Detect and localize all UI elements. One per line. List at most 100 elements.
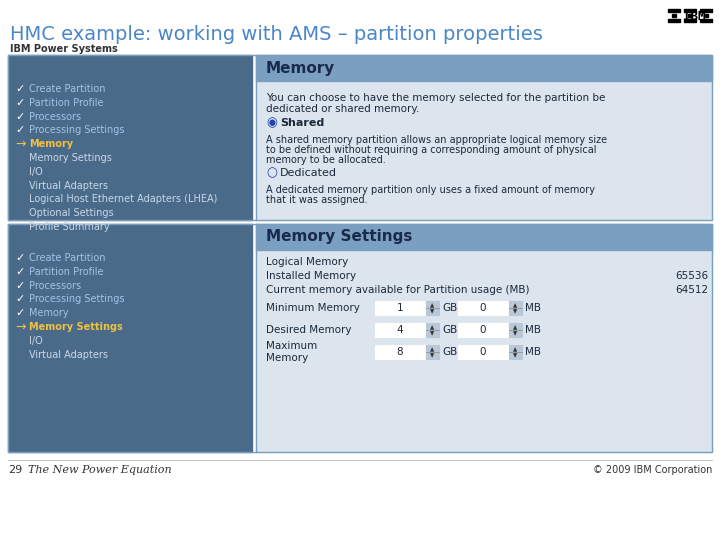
Text: MB: MB [525, 303, 541, 313]
Text: GB: GB [442, 325, 457, 335]
Bar [668, 19, 680, 22]
Text: 1: 1 [397, 303, 403, 313]
Text: Memory Settings: Memory Settings [266, 230, 413, 245]
Bar [375, 345, 425, 359]
Text: Shared: Shared [280, 118, 324, 128]
Text: →: → [15, 138, 25, 151]
Text: Installed Memory: Installed Memory [266, 271, 356, 281]
Text: Logical Memory: Logical Memory [266, 257, 348, 267]
Text: The New Power Equation: The New Power Equation [28, 465, 171, 475]
Text: 4: 4 [397, 325, 403, 335]
Text: GB: GB [442, 347, 457, 357]
Bar [672, 14, 676, 17]
Text: © 2009 IBM Corporation: © 2009 IBM Corporation [593, 465, 712, 475]
Text: GB: GB [442, 303, 457, 313]
Text: IBM: IBM [683, 10, 706, 23]
Bar [509, 345, 522, 359]
Text: Memory: Memory [29, 139, 73, 149]
Text: ✓: ✓ [15, 294, 24, 305]
Bar [8, 55, 712, 220]
Text: ✓: ✓ [15, 267, 24, 277]
Text: Memory: Memory [29, 308, 68, 318]
Text: Profile Summary: Profile Summary [29, 222, 109, 232]
Text: MB: MB [525, 325, 541, 335]
Bar [375, 301, 425, 315]
Text: You can choose to have the memory selected for the partition be: You can choose to have the memory select… [266, 93, 606, 103]
Text: A dedicated memory partition only uses a fixed amount of memory: A dedicated memory partition only uses a… [266, 185, 595, 195]
Text: Desired Memory: Desired Memory [266, 325, 351, 335]
Text: ▼: ▼ [513, 309, 518, 314]
Bar [8, 224, 252, 452]
Text: IBM Power Systems: IBM Power Systems [10, 44, 118, 54]
Text: →: → [15, 321, 25, 334]
Text: Optional Settings: Optional Settings [29, 208, 114, 218]
Text: Logical Host Ethernet Adapters (LHEA): Logical Host Ethernet Adapters (LHEA) [29, 194, 217, 205]
Text: ▼: ▼ [513, 331, 518, 336]
Text: Memory Settings: Memory Settings [29, 322, 122, 332]
Text: I/O: I/O [29, 167, 42, 177]
Bar [426, 301, 439, 315]
Text: Memory Settings: Memory Settings [29, 153, 112, 163]
Text: ▲: ▲ [513, 347, 518, 352]
Text: ✓: ✓ [15, 84, 24, 94]
Text: Processors: Processors [29, 112, 81, 122]
Text: ▼: ▼ [513, 353, 518, 358]
Text: dedicated or shared memory.: dedicated or shared memory. [266, 104, 419, 114]
Text: ✓: ✓ [15, 281, 24, 291]
Bar [684, 19, 696, 22]
Text: Memory: Memory [266, 60, 336, 76]
Bar [668, 9, 680, 12]
Text: ▼: ▼ [431, 309, 435, 314]
Bar [256, 55, 712, 81]
Text: 8: 8 [397, 347, 403, 357]
Text: ▲: ▲ [513, 325, 518, 330]
Bar [688, 14, 692, 17]
Text: Current memory available for Partition usage (MB): Current memory available for Partition u… [266, 285, 529, 295]
Text: ▲: ▲ [431, 347, 435, 352]
Text: Virtual Adapters: Virtual Adapters [29, 349, 108, 360]
Bar [509, 323, 522, 337]
Text: 0: 0 [480, 347, 486, 357]
Text: Partition Profile: Partition Profile [29, 98, 104, 108]
Text: Partition Profile: Partition Profile [29, 267, 104, 277]
Text: A shared memory partition allows an appropriate logical memory size: A shared memory partition allows an appr… [266, 135, 607, 145]
Text: ▲: ▲ [431, 303, 435, 308]
Text: 65536: 65536 [675, 271, 708, 281]
Text: ◉: ◉ [266, 117, 277, 130]
Bar [256, 55, 712, 220]
Text: Processing Settings: Processing Settings [29, 125, 125, 136]
Bar [700, 19, 712, 22]
Bar [458, 323, 508, 337]
Bar [375, 323, 425, 337]
Bar [426, 323, 439, 337]
Text: ✓: ✓ [15, 125, 24, 136]
Text: Processing Settings: Processing Settings [29, 294, 125, 305]
Text: ✓: ✓ [15, 253, 24, 263]
Text: HMC example: working with AMS – partition properties: HMC example: working with AMS – partitio… [10, 25, 543, 44]
Text: Maximum
Memory: Maximum Memory [266, 341, 318, 363]
Bar [256, 224, 712, 452]
Text: ▼: ▼ [431, 353, 435, 358]
Text: Create Partition: Create Partition [29, 84, 106, 94]
Bar [700, 9, 712, 12]
Text: 0: 0 [480, 303, 486, 313]
Text: MB: MB [525, 347, 541, 357]
Text: ✓: ✓ [15, 98, 24, 108]
Text: 64512: 64512 [675, 285, 708, 295]
Text: Minimum Memory: Minimum Memory [266, 303, 360, 313]
Text: ▼: ▼ [431, 331, 435, 336]
Text: ✓: ✓ [15, 308, 24, 318]
Text: 0: 0 [480, 325, 486, 335]
Text: Create Partition: Create Partition [29, 253, 106, 263]
Text: ▲: ▲ [431, 325, 435, 330]
Bar [8, 55, 252, 220]
Text: ✓: ✓ [15, 112, 24, 122]
Text: ▲: ▲ [513, 303, 518, 308]
Text: to be defined without requiring a corresponding amount of physical: to be defined without requiring a corres… [266, 145, 596, 155]
Text: ○: ○ [266, 166, 277, 179]
Bar [458, 301, 508, 315]
Bar [509, 301, 522, 315]
Text: that it was assigned.: that it was assigned. [266, 195, 368, 205]
Bar [426, 345, 439, 359]
Text: memory to be allocated.: memory to be allocated. [266, 155, 386, 165]
